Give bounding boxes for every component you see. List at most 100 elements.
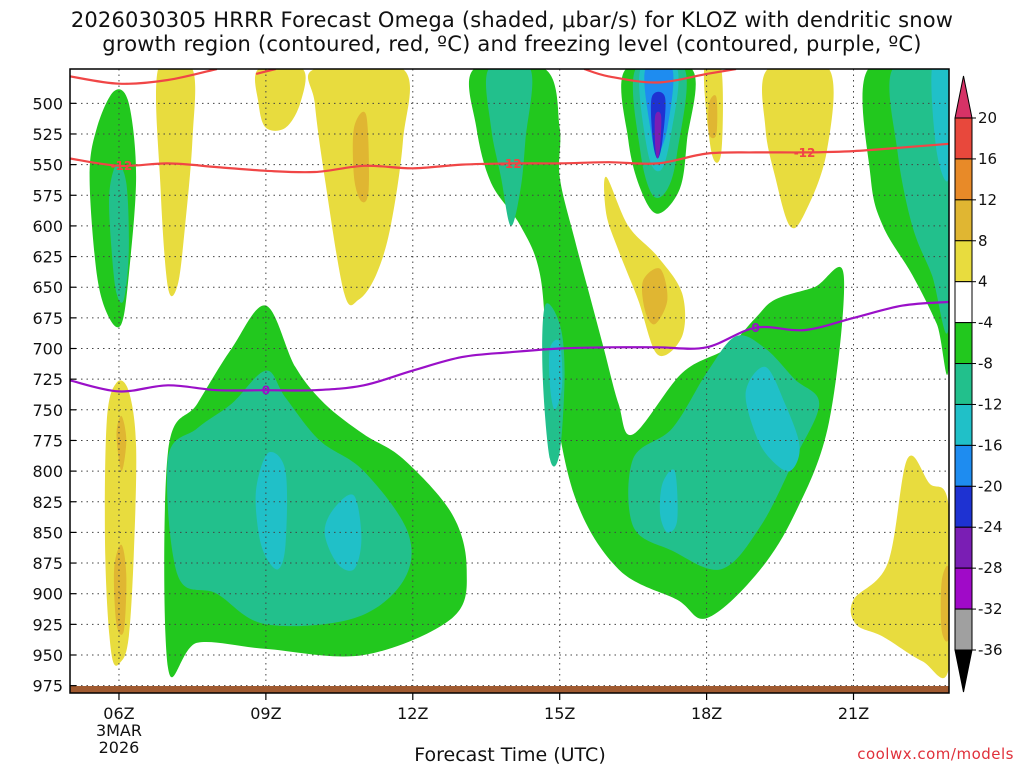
- colorbar-box-1: [954, 158, 973, 201]
- x-tick-label-12Z: 12Z: [397, 704, 428, 723]
- yellow-region-0915: [254, 69, 306, 131]
- yellow-region-1700: [604, 176, 686, 357]
- y-axis: 500 525 550 575 600 625 650 675 700 725 750 775 800 8…: [32, 94, 76, 696]
- colorbar-bottom-triangle: [954, 649, 973, 693]
- y-tick-label-625: 625: [32, 248, 63, 267]
- y-tick-label-825: 825: [32, 493, 63, 512]
- colorbar-box-3: [954, 240, 973, 283]
- contour-label-0-1: -12: [500, 157, 522, 171]
- x-axis-label: Forecast Time (UTC): [414, 744, 606, 766]
- yellow-region-0715: [156, 69, 196, 297]
- colorbar-box-2: [954, 199, 973, 242]
- y-tick-label-700: 700: [32, 340, 63, 359]
- colorbar-top-triangle: [954, 75, 973, 119]
- ground-surface-strip: [70, 686, 949, 693]
- y-tick-label-675: 675: [32, 309, 63, 328]
- chart-title-line1: 2026030305 HRRR Forecast Omega (shaded, …: [70, 8, 954, 32]
- y-tick-label-575: 575: [32, 186, 63, 205]
- colorbar-label-4: 4: [978, 273, 988, 291]
- y-tick-label-525: 525: [32, 125, 63, 144]
- source-credit: coolwx.com/models: [857, 745, 1014, 763]
- yellow-region-1700-core: [641, 268, 668, 325]
- y-tick-label-750: 750: [32, 401, 63, 420]
- omega-shading-layer: [89, 69, 949, 679]
- y-tick-label-925: 925: [32, 615, 63, 634]
- x-tick-label-15Z: 15Z: [544, 704, 575, 723]
- x-tick-label-18Z: 18Z: [691, 704, 722, 723]
- teal-region-1430-upper: [486, 69, 533, 226]
- x-tick-date: 3MAR: [96, 721, 142, 740]
- colorbar-label-3: 8: [978, 232, 988, 250]
- colorbar-box-8: [954, 444, 973, 487]
- contour-line-0: [70, 142, 949, 174]
- y-tick-label-775: 775: [32, 431, 63, 450]
- contour-layer: -12 -12 -12 0 0: [70, 69, 949, 398]
- colorbar-label-5: -4: [978, 314, 993, 332]
- colorbar-label-2: 12: [978, 191, 997, 209]
- colorbar-box-5: [954, 322, 973, 365]
- plot-frame: [69, 68, 950, 694]
- colorbar-label-13: -36: [978, 641, 1003, 659]
- contour-line-4: [70, 300, 949, 393]
- x-tick-label-21Z: 21Z: [838, 704, 869, 723]
- colorbar-box-6: [954, 363, 973, 405]
- teal-region-0600-upper: [109, 164, 129, 303]
- y-tick-label-900: 900: [32, 585, 63, 604]
- yellow-region-0630: [104, 380, 137, 666]
- teal-region-2200-upper: [889, 69, 949, 334]
- contour-line-1: [70, 69, 218, 85]
- yellow-region-2230-core: [940, 565, 949, 642]
- y-tick-label-800: 800: [32, 462, 63, 481]
- cyan-region-2230-upper: [931, 69, 949, 182]
- y-tick-label-600: 600: [32, 217, 63, 236]
- yellow-region-1800-core: [708, 95, 718, 139]
- cyan-region-0930: [255, 451, 288, 570]
- colorbar-box-7: [954, 403, 973, 446]
- contour-label-4-1: 0: [751, 321, 759, 335]
- colorbar-box-10: [954, 526, 973, 569]
- cyan-region-1500: [548, 339, 563, 410]
- colorbar-label-7: -12: [978, 395, 1003, 413]
- contour-line-3: [583, 69, 737, 84]
- colorbar-box-11: [954, 567, 973, 610]
- cyan-region-1700-low: [659, 469, 678, 533]
- contour-label-4-0: 0: [262, 384, 270, 398]
- y-tick-label-975: 975: [32, 677, 63, 696]
- colorbar-box-0: [954, 117, 973, 160]
- chart-title-line2: growth region (contoured, red, ºC) and f…: [102, 32, 922, 56]
- x-tick-label-06Z: 06Z: [103, 704, 134, 723]
- colorbar-box-4: [954, 281, 973, 324]
- colorbar-label-10: -24: [978, 518, 1003, 536]
- colorbar-label-1: 16: [978, 150, 997, 168]
- y-tick-label-550: 550: [32, 156, 63, 175]
- y-tick-label-875: 875: [32, 554, 63, 573]
- y-tick-label-500: 500: [32, 94, 63, 113]
- y-tick-label-650: 650: [32, 278, 63, 297]
- chart-title: 2026030305 HRRR Forecast Omega (shaded, …: [0, 8, 1024, 56]
- colorbar-label-11: -28: [978, 559, 1003, 577]
- colorbar: 20 16 12 8 4 -4 -8 -12 -16 -20 -24 -28 -32 -36: [954, 75, 1003, 693]
- cyan-region-1045: [324, 494, 362, 571]
- cyan-region-1900: [745, 366, 800, 472]
- contour-label-0-2: -12: [794, 146, 816, 160]
- purple-region-1700-jet: [654, 111, 662, 159]
- contour-label-0-0: -12: [111, 159, 133, 173]
- colorbar-label-8: -16: [978, 436, 1003, 454]
- colorbar-box-9: [954, 485, 973, 528]
- x-tick-year: 2026: [99, 738, 140, 757]
- colorbar-box-12: [954, 608, 973, 651]
- yellow-region-0630-core: [116, 415, 127, 472]
- yellow-region-0630-lower: [113, 544, 127, 635]
- grid-lines: [70, 69, 949, 693]
- yellow-region-2230: [850, 455, 949, 679]
- y-tick-label-950: 950: [32, 646, 63, 665]
- y-tick-label-850: 850: [32, 523, 63, 542]
- colorbar-label-0: 20: [978, 109, 997, 127]
- colorbar-label-9: -20: [978, 477, 1003, 495]
- colorbar-label-6: -8: [978, 355, 993, 373]
- x-tick-label-09Z: 09Z: [250, 704, 281, 723]
- y-tick-label-725: 725: [32, 370, 63, 389]
- colorbar-label-12: -32: [978, 600, 1003, 618]
